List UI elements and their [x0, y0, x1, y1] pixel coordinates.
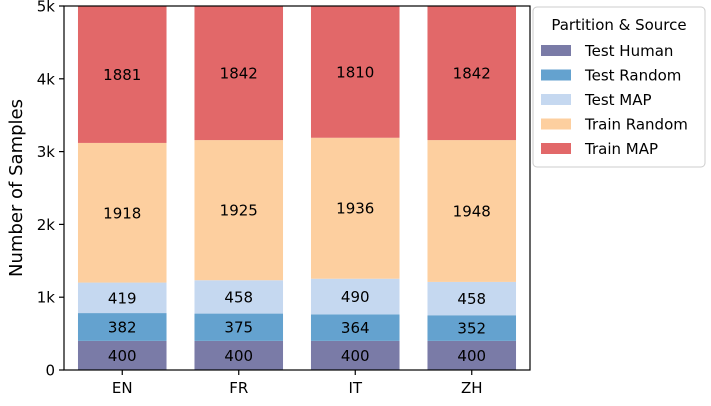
legend-swatch-test-map [541, 94, 571, 105]
data-label-it-train-map: 1810 [336, 63, 374, 81]
legend: Partition & Source Test Human Test Random T… [532, 6, 706, 168]
bar-zh-test-human [427, 340, 517, 370]
bar-it-train-map [310, 6, 400, 138]
x-tick-label-zh: ZH [461, 379, 483, 397]
data-label-en-train-map: 1881 [103, 66, 141, 84]
legend-swatch-train-random [541, 118, 571, 130]
x-tick-label-en: EN [112, 379, 133, 397]
y-axis-label: Number of Samples [6, 99, 27, 277]
data-label-en-test-map: 419 [108, 289, 137, 307]
data-label-en-test-human: 400 [108, 347, 137, 365]
bar-it-test-human [310, 340, 400, 370]
bar-zh-test-map [427, 281, 517, 316]
bar-en-train-map [77, 6, 167, 143]
data-label-fr-test-random: 375 [224, 319, 253, 337]
y-axis: 0 1k 2k 3k 4k 5k [37, 0, 64, 380]
bars-layer [77, 6, 517, 370]
legend-entry-train-random: Train Random [584, 116, 688, 134]
data-label-fr-train-map: 1842 [220, 65, 258, 83]
y-tick-label: 0 [45, 362, 55, 380]
data-label-fr-train-random: 1925 [220, 202, 258, 220]
bar-en-test-human [77, 340, 167, 370]
data-label-zh-test-random: 352 [457, 320, 486, 338]
y-tick-label: 1k [37, 289, 56, 307]
data-label-zh-test-map: 458 [457, 290, 486, 308]
data-label-it-test-map: 490 [341, 288, 370, 306]
legend-entry-test-random: Test Random [584, 67, 681, 85]
legend-box [532, 6, 706, 168]
data-label-fr-test-map: 458 [224, 288, 253, 306]
legend-swatch-train-map [541, 143, 571, 154]
bar-fr-test-map [194, 280, 284, 314]
legend-entry-test-human: Test Human [584, 42, 673, 60]
x-axis: EN FR IT ZH [112, 370, 483, 397]
bar-zh-train-map [427, 6, 517, 141]
data-labels-layer: 400 382 419 1918 1881 400 375 458 1925 1842 400 364… [103, 63, 491, 365]
bar-en-test-map [77, 282, 167, 314]
legend-swatch-test-human [541, 45, 571, 56]
bar-fr-test-random [194, 313, 284, 341]
legend-title: Partition & Source [551, 16, 686, 34]
data-label-zh-test-human: 400 [457, 347, 486, 365]
data-label-it-test-human: 400 [341, 347, 370, 365]
legend-entry-train-map: Train MAP [584, 140, 658, 158]
bar-it-train-random [310, 137, 400, 279]
data-label-zh-train-random: 1948 [453, 203, 491, 221]
bar-zh-train-random [427, 140, 517, 282]
bar-en-test-random [77, 313, 167, 341]
data-label-fr-test-human: 400 [224, 347, 253, 365]
data-label-it-train-random: 1936 [336, 200, 374, 218]
data-label-it-test-random: 364 [341, 319, 370, 337]
legend-swatch-test-random [541, 69, 571, 81]
bar-fr-train-map [194, 6, 284, 141]
data-label-zh-train-map: 1842 [453, 65, 491, 83]
y-tick-label: 4k [37, 70, 56, 88]
y-tick-label: 2k [37, 216, 56, 234]
bar-it-test-random [310, 314, 400, 341]
data-label-en-test-random: 382 [108, 318, 137, 336]
legend-entry-test-map: Test MAP [584, 91, 652, 109]
bar-en-train-random [77, 142, 167, 283]
plot-frame [63, 5, 531, 371]
data-label-en-train-random: 1918 [103, 204, 141, 222]
x-tick-label-it: IT [348, 379, 362, 397]
y-tick-label: 5k [37, 0, 56, 16]
bar-fr-train-random [194, 140, 284, 281]
y-tick-label: 3k [37, 143, 56, 161]
bar-zh-test-random [427, 315, 517, 341]
bar-fr-test-human [194, 340, 284, 370]
x-tick-label-fr: FR [229, 379, 248, 397]
bar-it-test-map [310, 278, 400, 315]
